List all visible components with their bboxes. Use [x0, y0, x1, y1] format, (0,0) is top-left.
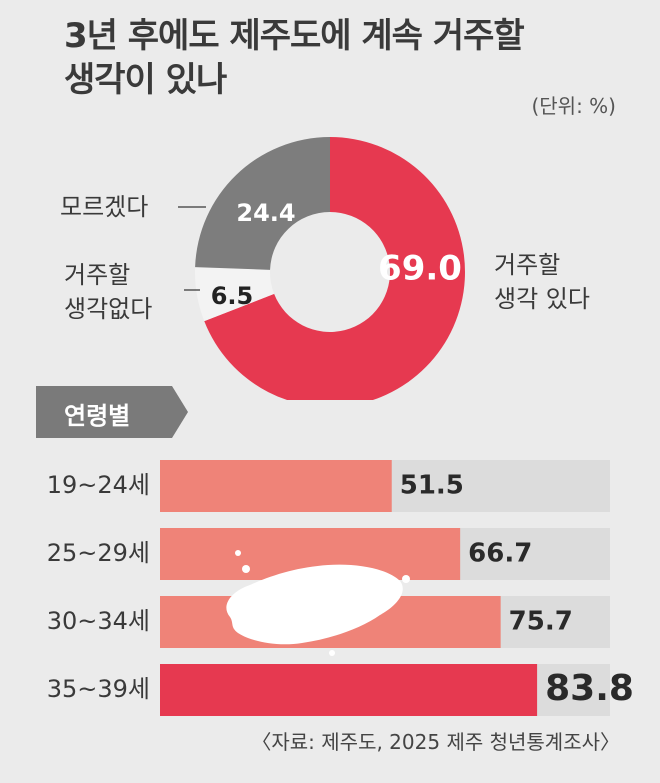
section-tag-label: 연령별	[64, 402, 131, 430]
source-note: 〈자료: 제주도, 2025 제주 청년통계조사〉	[251, 730, 620, 754]
value-label: 83.8	[545, 668, 634, 709]
label-no-line-1: 거주할	[64, 261, 131, 289]
bar	[160, 664, 538, 716]
value-label-no: 6.5	[211, 282, 254, 310]
label-yes-line-2: 생각 있다	[494, 285, 590, 313]
label-dontknow: 모르겠다	[60, 190, 148, 224]
donut-chart: 69.0 6.5 24.4	[178, 137, 465, 400]
slice-no	[195, 267, 275, 322]
label-yes: 거주할 생각 있다	[494, 248, 590, 316]
category-label: 35~39세	[47, 675, 150, 703]
value-label: 75.7	[509, 607, 573, 637]
value-label: 66.7	[468, 539, 532, 569]
label-yes-line-1: 거주할	[494, 251, 561, 279]
category-label: 30~34세	[47, 607, 150, 635]
label-dontknow-line-1: 모르겠다	[60, 193, 149, 221]
unit-label: (단위: %)	[531, 94, 616, 118]
slice-dontknow	[195, 137, 330, 270]
section-tag-bg	[36, 386, 188, 438]
section-tag-age: 연령별	[36, 386, 188, 438]
category-label: 25~29세	[47, 539, 150, 567]
value-label-yes: 69.0	[378, 249, 462, 289]
slice-yes	[204, 137, 465, 400]
value-label-dontknow: 24.4	[236, 199, 295, 227]
value-label: 51.5	[400, 471, 464, 501]
label-no-line-2: 생각없다	[64, 295, 153, 323]
bar	[160, 460, 392, 512]
chart-title: 3년 후에도 제주도에 계속 거주할 생각이 있나	[64, 14, 525, 102]
jeju-island-graphic	[226, 550, 410, 656]
label-no: 거주할 생각없다	[64, 258, 152, 326]
chart-title-line-2: 생각이 있나	[64, 60, 227, 100]
category-label: 19~24세	[47, 471, 150, 499]
chart-title-line-1: 3년 후에도 제주도에 계속 거주할	[64, 16, 525, 56]
